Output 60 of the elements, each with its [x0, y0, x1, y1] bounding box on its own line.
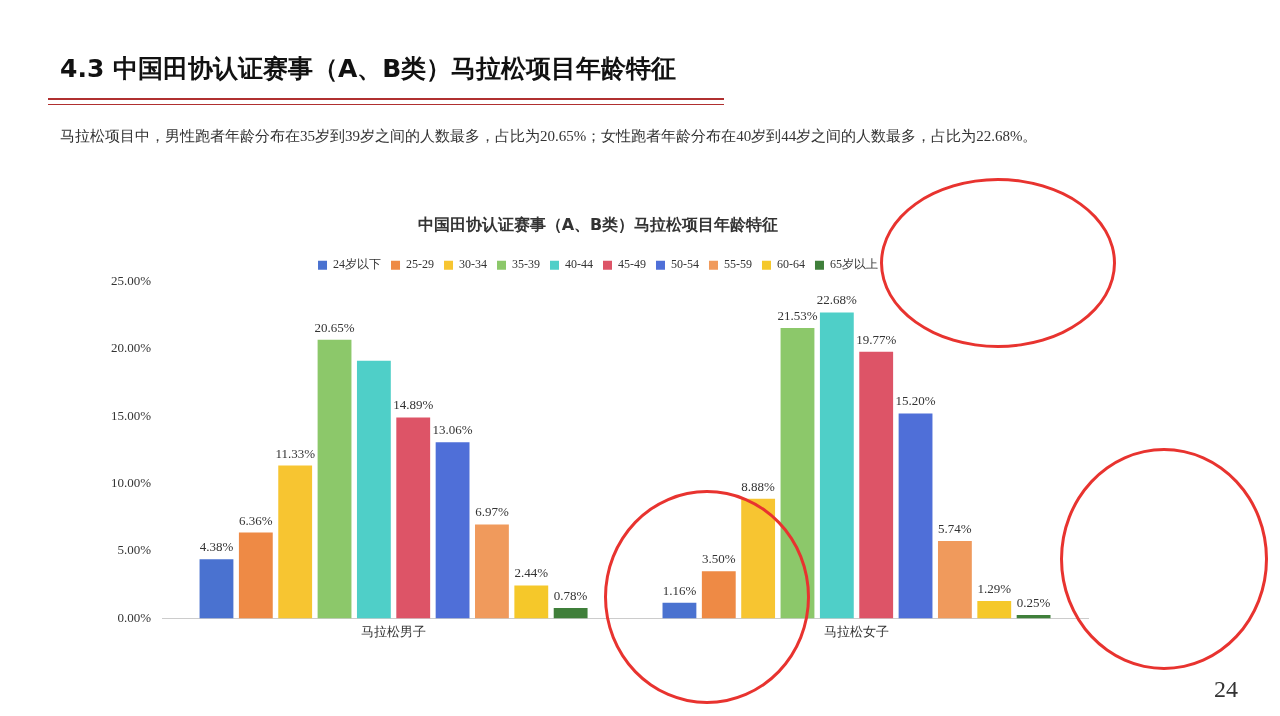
data-label: 14.89%	[393, 397, 434, 413]
data-label: 19.77%	[856, 331, 897, 347]
bar	[199, 559, 234, 619]
legend-label: 60-64	[776, 257, 805, 272]
bar	[514, 585, 549, 619]
data-label: 2.44%	[514, 565, 549, 581]
bar	[937, 540, 972, 619]
bar	[553, 607, 588, 619]
bar	[780, 328, 815, 619]
chart-subtitle: 4.3 中国田协认证赛事（A、B类）马拉松项目年龄特征	[60, 53, 677, 85]
legend-label: 65岁以上	[829, 257, 878, 272]
legend-label: 55-59	[723, 257, 752, 272]
y-tick-label: 5.00%	[117, 542, 152, 558]
bar	[475, 524, 509, 619]
bar	[741, 498, 776, 619]
data-label: 5.74%	[938, 520, 972, 536]
bar	[819, 312, 854, 619]
text: 马拉松项目中，男性跑者年龄分布在35岁到39岁之间的人数最多，占比为20.65%；女性跑者年龄分布在40岁到44岁之间的人数最多，占比为22.68%。	[60, 127, 1039, 146]
legend-label: 25-29	[406, 257, 435, 272]
data-label: 20.65%	[314, 319, 355, 335]
bar	[898, 413, 933, 619]
data-label: 0.25%	[1016, 594, 1051, 610]
bar	[356, 360, 391, 619]
legend-label: 30-34	[459, 257, 488, 272]
data-label: 13.06%	[432, 422, 473, 438]
y-tick-label: 0.00%	[117, 609, 152, 625]
y-tick-label: 15.00%	[110, 407, 152, 423]
bar	[977, 601, 1012, 619]
data-label: 1.29%	[977, 580, 1012, 596]
data-label: 8.88%	[741, 478, 776, 494]
legend-label: 24岁以下	[333, 257, 382, 272]
legend-label: 50-54	[671, 257, 699, 272]
data-label: 6.36%	[239, 512, 273, 528]
bar	[701, 571, 736, 619]
chart-title: 中国田协认证赛事（A、B类）马拉松项目年龄特征	[417, 214, 779, 234]
y-tick-label: 10.00%	[110, 474, 152, 490]
bar	[435, 442, 470, 619]
bar	[662, 602, 697, 619]
bar	[396, 417, 431, 619]
x-tick-label: 马拉松女子	[824, 623, 890, 639]
data-label: 4.38%	[199, 539, 234, 555]
text: 24	[1214, 676, 1238, 703]
data-label: 0.78%	[553, 587, 588, 603]
legend-label: 40-44	[565, 257, 593, 272]
y-tick-label: 20.00%	[110, 340, 152, 356]
bar	[317, 339, 352, 619]
x-tick-label: 马拉松男子	[361, 623, 427, 639]
data-label: 22.68%	[816, 292, 858, 308]
data-label: 6.97%	[475, 504, 509, 520]
y-tick-label: 25.00%	[110, 272, 152, 288]
legend-label: 35-39	[512, 257, 541, 272]
bar	[238, 532, 273, 619]
data-label: 21.53%	[777, 307, 818, 323]
bar	[859, 351, 894, 619]
data-label: 3.50%	[701, 551, 736, 567]
legend-label: 45-49	[618, 257, 646, 272]
data-label: 1.16%	[662, 582, 697, 598]
data-label: 11.33%	[275, 445, 316, 461]
bar	[278, 465, 313, 619]
data-label: 15.20%	[895, 393, 936, 409]
